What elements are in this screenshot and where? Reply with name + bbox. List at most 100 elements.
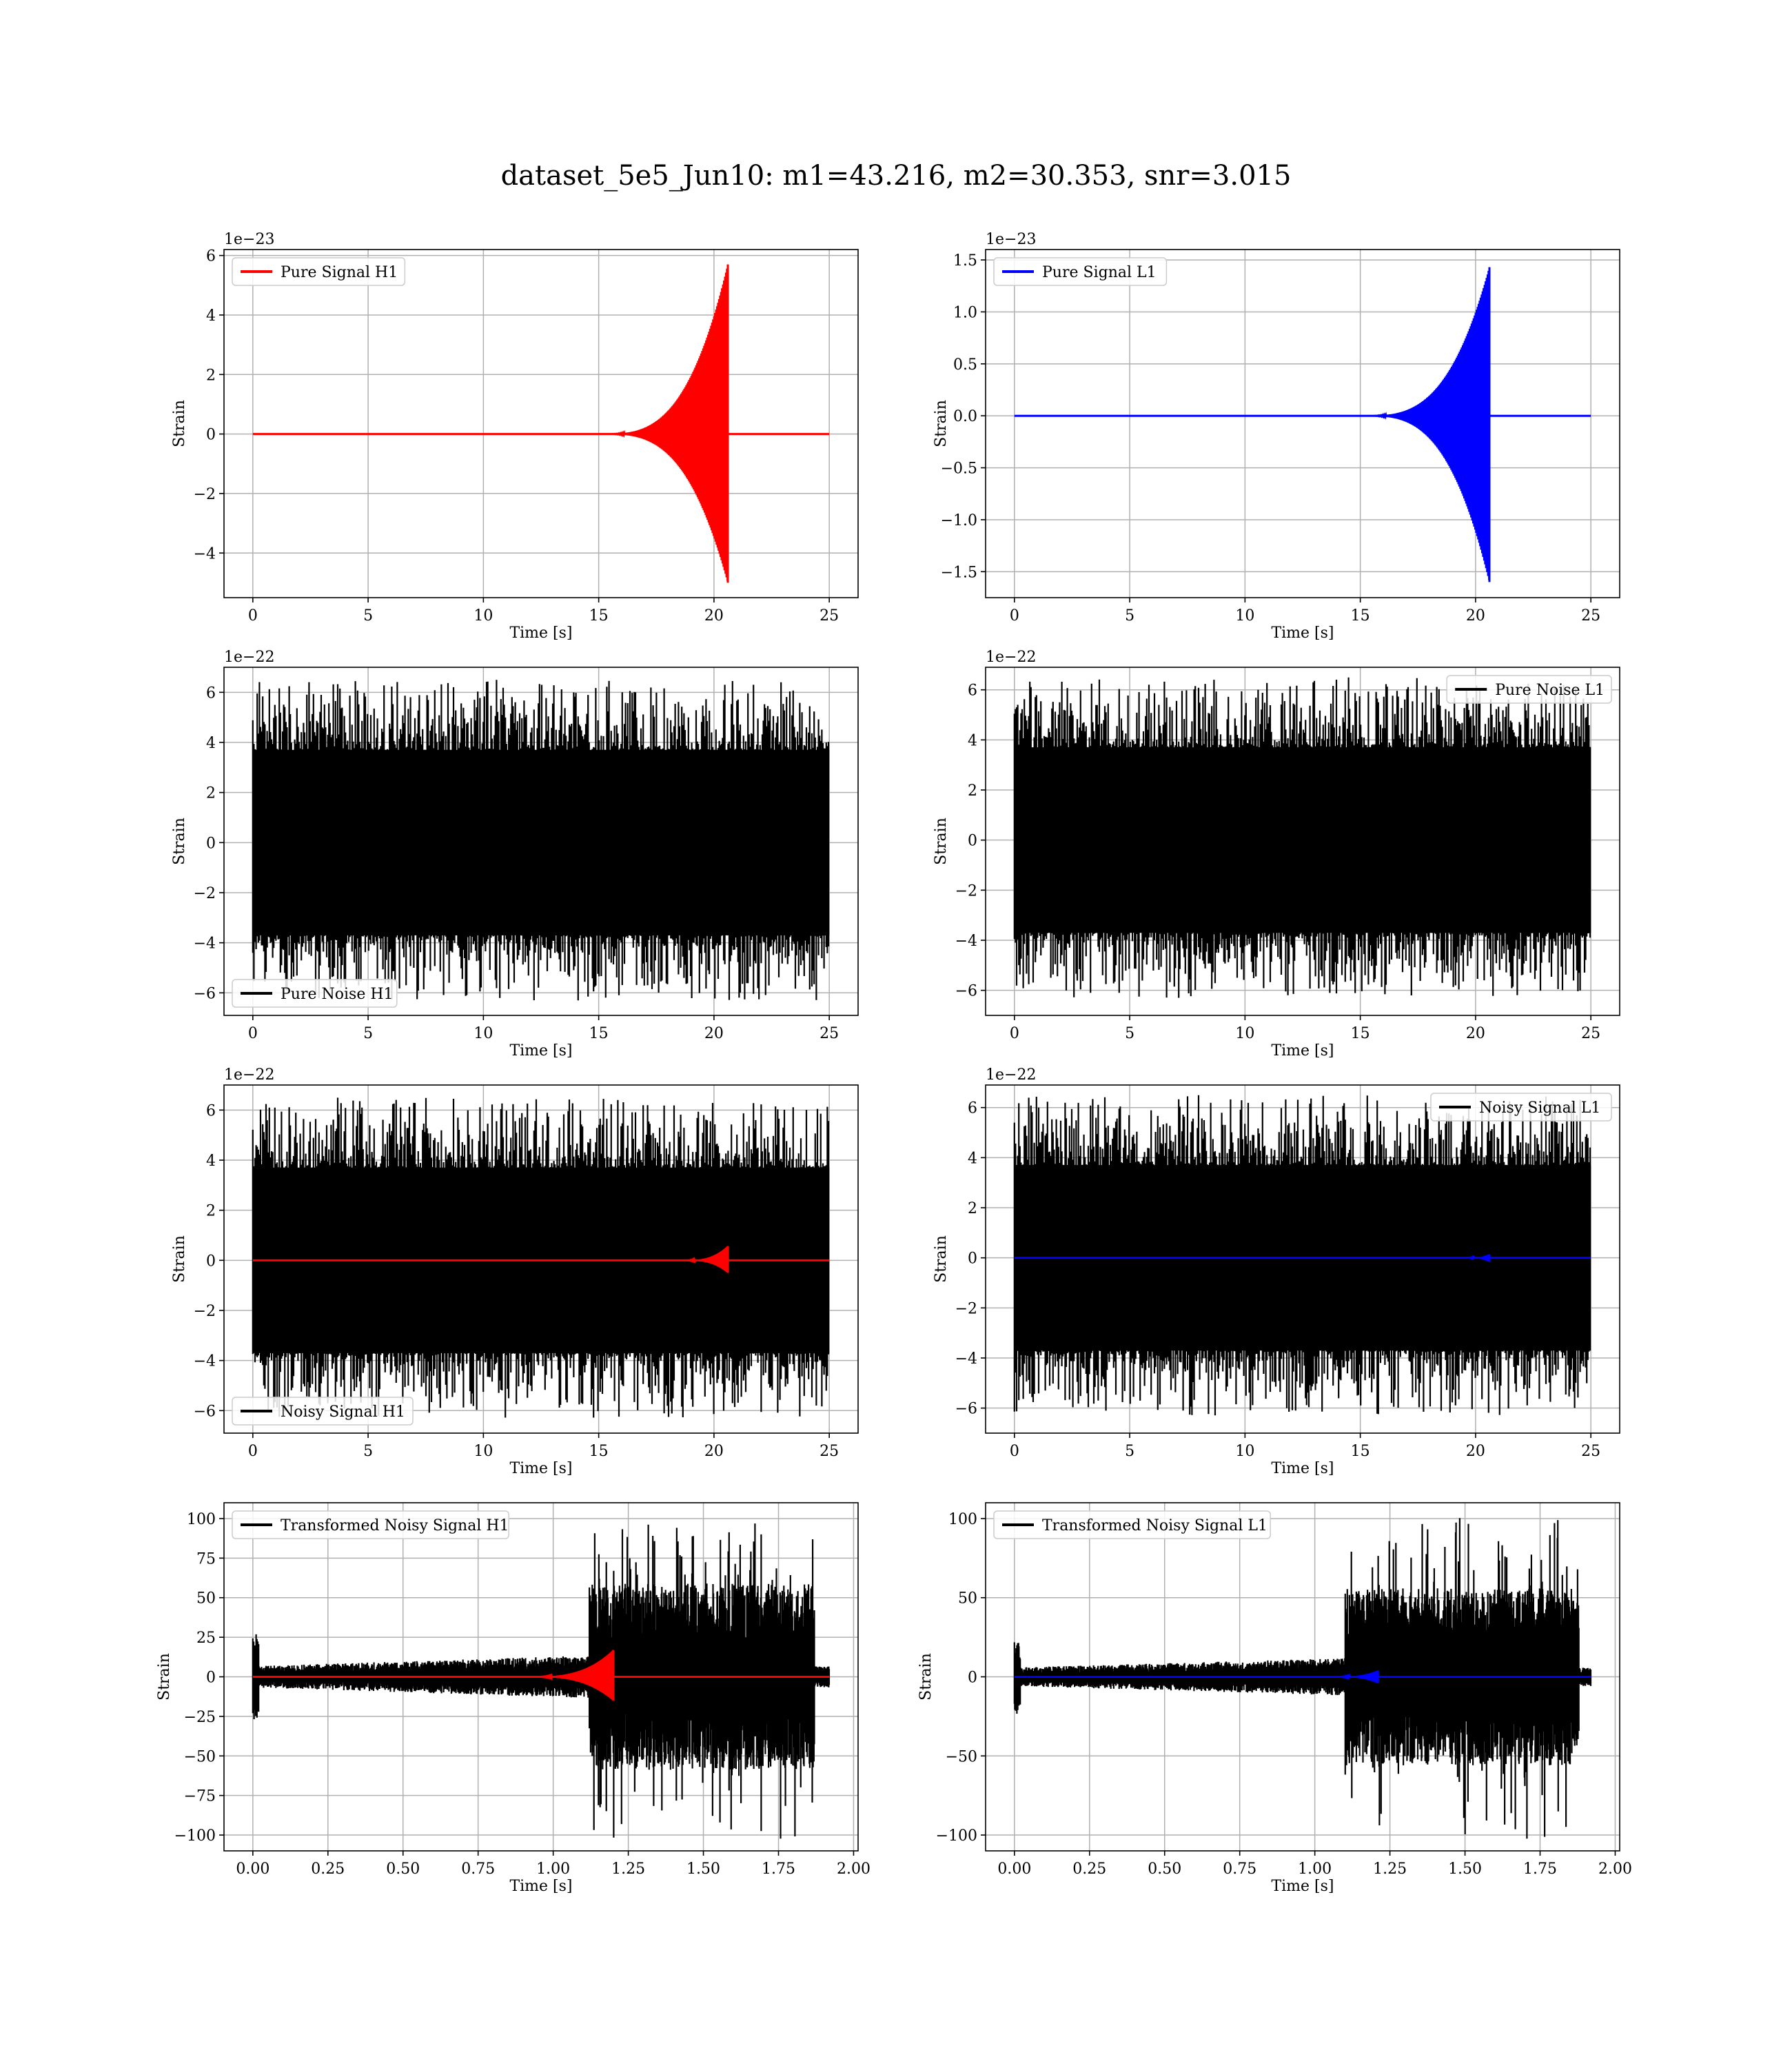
y-offset-label: 1e−23 [224,231,274,248]
x-axis-label: Time [s] [1271,1878,1334,1895]
x-tick-label: 0.25 [1072,1861,1106,1878]
series-line-noisy-signal-l1 [1013,1095,1591,1416]
y-tick-label: 6 [206,248,216,265]
y-tick-label: 0 [206,1253,216,1270]
y-tick-label: 0 [968,1250,977,1268]
y-tick-label: 4 [206,307,216,325]
y-tick-label: −4 [194,545,216,562]
plot-pure-noise-h1: 0 5 10 15 20 25 −6 −4 −2 0 2 4 6 Time [s] Strain 1e−22 P… [171,649,859,1060]
y-tick-label: −25 [184,1709,216,1726]
x-tick-label: 20 [1466,607,1485,625]
plot-transformed-noisy-signal-l1: 0.00 0.25 0.50 0.75 1.00 1.25 1.50 1.75 2.00 −100… [917,1502,1632,1895]
x-axis-label: Time [s] [1271,625,1334,642]
y-tick-label: 2 [206,367,216,384]
x-axis-label: Time [s] [1271,1042,1334,1060]
y-tick-label: 0.0 [953,408,977,425]
x-axis-label: Time [s] [509,1042,572,1060]
y-axis-label: Strain [156,1653,173,1701]
plot-noisy-signal-h1: 0 5 10 15 20 25 −6 −4 −2 0 2 4 6 Time [s] Strain 1e−22 N… [171,1066,859,1477]
plot-noisy-signal-l1: 0 5 10 15 20 25 −6 −4 −2 0 2 4 6 Time [s] Strain 1e−22 N… [933,1066,1620,1477]
y-tick-label: −100 [174,1827,216,1845]
y-offset-label: 1e−22 [986,649,1036,666]
plot-pure-signal-l1: 0 5 10 15 20 25 −1.5 −1.0 −0.5 0.0 0.5 1.0 1.5 Time [… [933,231,1620,642]
y-tick-label: 1.5 [953,252,977,270]
x-tick-label: 0.00 [236,1861,269,1878]
y-tick-label: −6 [194,985,216,1002]
y-tick-label: 0.5 [953,356,977,374]
legend-label: Pure Signal H1 [281,264,398,281]
x-tick-label: 0.75 [1223,1861,1256,1878]
y-tick-label: 100 [187,1511,216,1528]
x-tick-label: 10 [474,1025,493,1042]
x-tick-label: 0 [248,1443,258,1460]
legend-box [1446,675,1612,704]
legend-label: Pure Noise L1 [1495,682,1605,699]
x-tick-label: 5 [363,1443,373,1460]
legend: Pure Signal H1 [232,257,406,286]
signal-chirp [523,1650,614,1701]
y-axis-label: Strain [917,1653,935,1701]
y-tick-label: −6 [955,983,977,1000]
plot-pure-signal-h1: 0 5 10 15 20 25 −4 −2 0 2 4 6 Time [s] Strain 1e−23 Pur… [171,231,859,642]
legend-label: Transformed Noisy Signal L1 [1042,1517,1267,1534]
y-tick-label: −4 [194,935,216,953]
x-tick-label: 1.50 [1448,1861,1482,1878]
legend-label: Noisy Signal L1 [1479,1099,1600,1117]
x-tick-label: 15 [1351,1443,1370,1460]
legend-label: Noisy Signal H1 [281,1403,405,1421]
x-tick-label: 0.75 [461,1861,495,1878]
y-tick-label: 6 [968,682,977,700]
y-tick-label: 2 [968,782,977,800]
series-group [252,680,830,1001]
x-tick-label: 20 [1466,1443,1485,1460]
series-group [1014,267,1591,582]
legend-box [993,1510,1271,1539]
signal-chirp [679,1246,729,1273]
x-tick-label: 20 [704,1443,724,1460]
y-tick-label: 4 [206,735,216,752]
x-tick-label: 20 [1466,1025,1485,1042]
legend-label: Pure Noise H1 [281,986,394,1003]
y-tick-label: 25 [196,1630,216,1647]
series-line-transformed-noisy-signal-h1 [252,1523,831,1839]
x-tick-label: 0 [1010,607,1019,625]
y-tick-label: −2 [194,486,216,503]
x-tick-label: 10 [1235,607,1254,625]
x-tick-label: 5 [363,1025,373,1042]
x-tick-label: 25 [1581,607,1600,625]
x-tick-label: 5 [1125,1025,1134,1042]
legend-box [232,1510,509,1539]
x-tick-label: 0 [1010,1443,1019,1460]
y-tick-label: 4 [968,1150,977,1167]
legend: Transformed Noisy Signal L1 [993,1510,1271,1539]
x-tick-label: 5 [363,607,373,625]
x-axis-label: Time [s] [509,1878,572,1895]
x-tick-label: 1.00 [536,1861,570,1878]
y-tick-label: −50 [946,1748,977,1765]
legend-box [993,257,1168,286]
legend: Pure Noise L1 [1446,675,1612,704]
y-axis-label: Strain [933,1235,950,1283]
series-line-noisy-signal-h1 [252,1097,830,1418]
x-axis-label: Time [s] [509,625,572,642]
legend-box [1430,1093,1612,1122]
x-tick-label: 15 [589,1025,609,1042]
x-tick-label: 25 [1581,1443,1600,1460]
x-tick-label: 2.00 [1598,1861,1632,1878]
axes-frame [223,249,859,598]
x-tick-label: 0.50 [1148,1861,1181,1878]
x-tick-label: 25 [819,1443,839,1460]
y-tick-label: 6 [968,1100,977,1117]
y-tick-label: 100 [948,1511,977,1528]
x-tick-label: 1.25 [611,1861,645,1878]
y-tick-label: 50 [958,1590,977,1608]
x-axis-label: Time [s] [509,1460,572,1477]
y-tick-label: −2 [955,882,977,900]
x-tick-label: 15 [589,607,609,625]
y-tick-label: −6 [955,1401,977,1418]
legend-label: Pure Signal L1 [1042,264,1157,281]
x-tick-label: 2.00 [837,1861,870,1878]
y-tick-label: −2 [194,1303,216,1320]
y-tick-label: −2 [194,885,216,902]
